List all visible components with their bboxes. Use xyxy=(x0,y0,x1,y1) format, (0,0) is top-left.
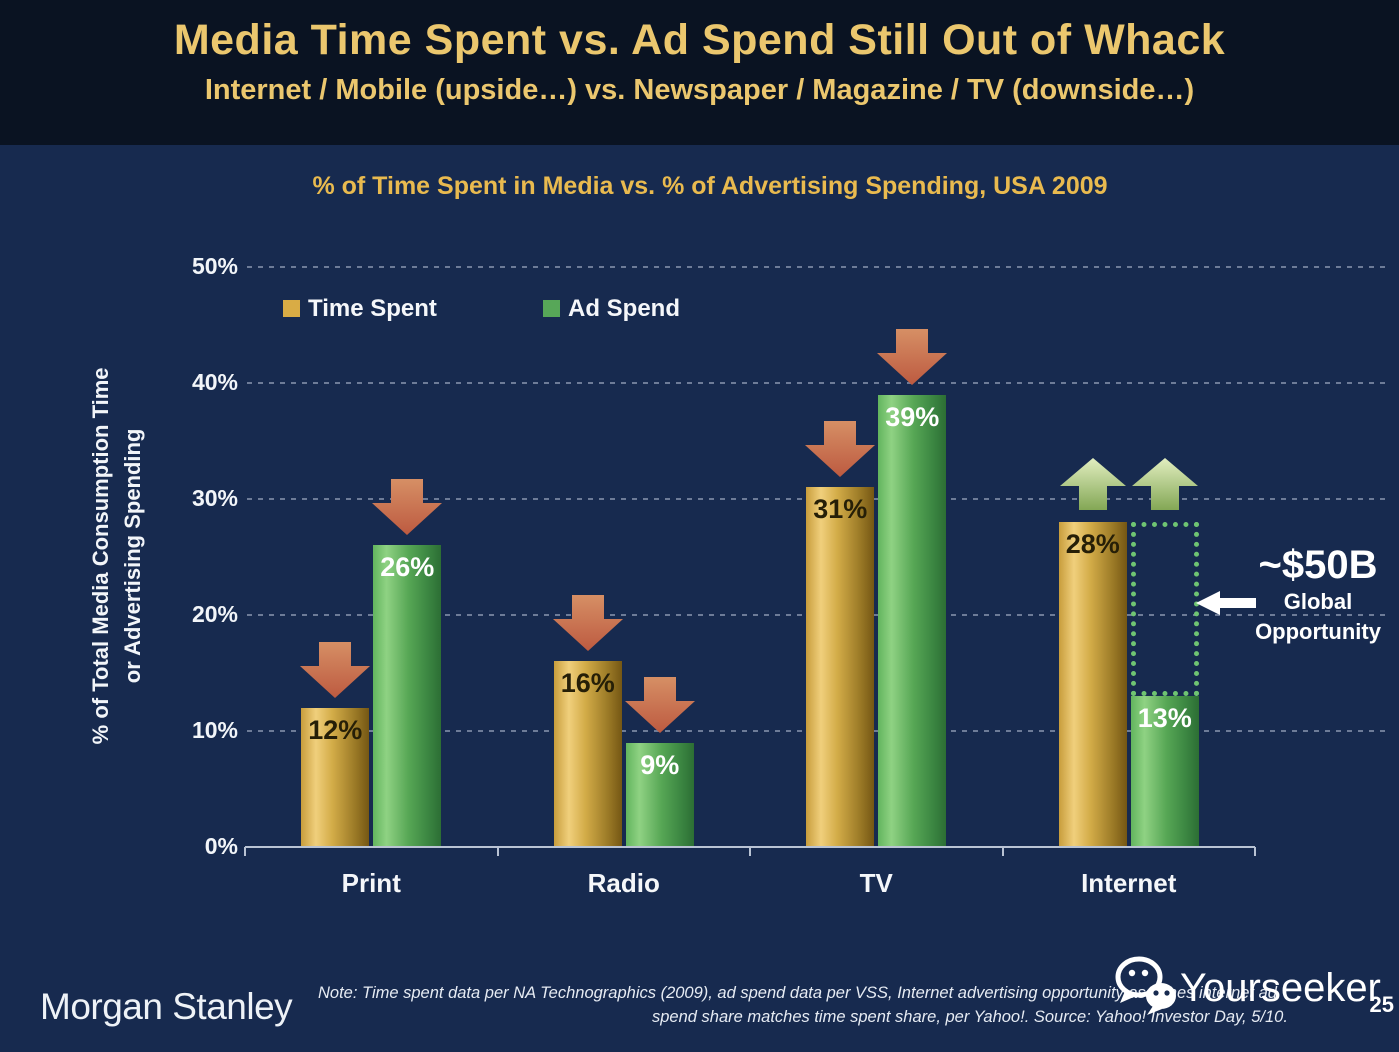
x-axis-tick xyxy=(749,847,751,856)
legend-label-time-spent: Time Spent xyxy=(308,295,437,322)
value-label: 26% xyxy=(380,552,435,583)
bar-time-spent-internet: 28% xyxy=(1058,522,1127,847)
y-tick-label: 10% xyxy=(191,717,238,743)
y-axis-label-line1: % of Total Media Consumption Time xyxy=(88,367,114,745)
time-spent-swatch-icon xyxy=(283,300,300,317)
category-label-radio: Radio xyxy=(587,868,660,898)
header-band xyxy=(0,0,1399,145)
bar-ad-spend-print: 26% xyxy=(373,545,442,847)
opportunity-amount: ~$50B xyxy=(1258,543,1378,587)
opportunity-dotted-box xyxy=(1130,522,1199,697)
down-block-arrow-icon xyxy=(805,421,876,478)
y-tick-label: 20% xyxy=(191,601,238,627)
value-label: 13% xyxy=(1137,703,1192,734)
bar-ad-spend-radio: 9% xyxy=(625,742,694,847)
down-block-arrow-icon xyxy=(624,676,695,733)
value-label: 31% xyxy=(813,494,868,525)
source-note-line2: spend share matches time spent share, pe… xyxy=(652,1008,1288,1026)
down-block-arrow-icon xyxy=(877,328,948,385)
bar-time-spent-radio: 16% xyxy=(553,661,622,847)
page-subtitle: Internet / Mobile (upside…) vs. Newspape… xyxy=(204,74,1195,106)
bar-time-spent-print: 12% xyxy=(301,707,370,847)
x-axis-tick xyxy=(496,847,499,856)
y-tick-label: 50% xyxy=(191,253,238,279)
opportunity-label-line1: Global xyxy=(1283,589,1353,614)
watermark-text: Yourseeker xyxy=(1180,966,1381,1010)
chart-title: % of Time Spent in Media vs. % of Advert… xyxy=(312,172,1108,200)
left-arrow-icon xyxy=(1196,591,1256,615)
value-label: 9% xyxy=(640,749,680,780)
category-label-print: Print xyxy=(341,868,401,898)
x-axis-tick xyxy=(1001,847,1004,856)
up-block-arrow-icon xyxy=(1131,458,1198,511)
category-label-tv: TV xyxy=(859,868,893,898)
value-label: 16% xyxy=(560,668,615,699)
legend-label-ad-spend: Ad Spend xyxy=(568,295,680,322)
source-note-line1: Note: Time spent data per NA Technograph… xyxy=(318,984,1277,1002)
category-label-internet: Internet xyxy=(1081,868,1177,898)
up-block-arrow-icon xyxy=(1059,458,1126,511)
wechat-icon xyxy=(1112,954,1180,1016)
gridline-40 xyxy=(247,382,1390,384)
value-label: 28% xyxy=(1065,529,1120,560)
x-axis-tick xyxy=(244,847,246,856)
opportunity-annotation: ~$50B Global Opportunity xyxy=(1242,543,1394,646)
down-block-arrow-icon xyxy=(300,641,371,698)
bar-time-spent-tv: 31% xyxy=(806,487,875,847)
morgan-stanley-logo: Morgan Stanley xyxy=(40,986,293,1027)
page-title: Media Time Spent vs. Ad Spend Still Out … xyxy=(173,16,1226,64)
opportunity-label-line2: Opportunity xyxy=(1255,618,1381,644)
x-axis-tick xyxy=(1254,847,1256,856)
value-label: 12% xyxy=(308,714,363,745)
y-axis-label: % of Total Media Consumption Time or Adv… xyxy=(85,316,149,796)
y-tick-label: 40% xyxy=(191,369,238,395)
y-axis-label-line2: or Advertising Spending xyxy=(120,428,145,684)
y-tick-label: 0% xyxy=(204,833,238,859)
value-label: 39% xyxy=(885,401,940,432)
bar-ad-spend-internet: 13% xyxy=(1130,696,1199,847)
page-number: 25 xyxy=(1369,992,1394,1017)
y-tick-label: 30% xyxy=(191,485,238,511)
down-block-arrow-icon xyxy=(372,479,443,536)
down-block-arrow-icon xyxy=(552,595,623,652)
bar-ad-spend-tv: 39% xyxy=(878,394,947,847)
ad-spend-swatch-icon xyxy=(543,300,560,317)
gridline-50 xyxy=(247,266,1390,268)
